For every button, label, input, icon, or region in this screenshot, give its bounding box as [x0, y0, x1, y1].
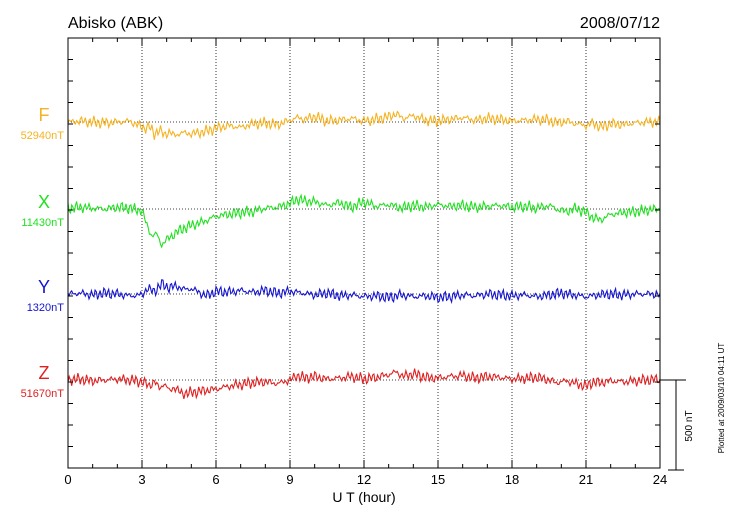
x-axis-label: U T (hour) — [332, 489, 395, 505]
series-line-x — [67, 193, 661, 249]
series-baseline-z: 51670nT — [21, 388, 65, 400]
scale-bar-label: 500 nT — [684, 410, 695, 441]
x-tick-label: 0 — [64, 472, 71, 487]
x-tick-label: 9 — [286, 472, 293, 487]
x-tick-label: 3 — [138, 472, 145, 487]
x-tick-label: 15 — [431, 472, 445, 487]
grid-layer — [68, 38, 660, 468]
x-tick-label: 18 — [505, 472, 519, 487]
axis-layer: 0 3 6 9 12 15 18 21 24 F 52940nT X 11430nT Y 1320nT Z 51… — [21, 38, 686, 487]
series-name-z: Z — [39, 363, 50, 383]
series-line-z — [67, 368, 661, 400]
series-baseline-x: 11430nT — [21, 217, 64, 229]
series-layer — [67, 110, 661, 400]
plot-frame — [67, 37, 661, 469]
x-tick-label: 21 — [579, 472, 593, 487]
chart-title: Abisko (ABK) — [68, 15, 163, 32]
x-tick-label: 12 — [357, 472, 371, 487]
series-line-y — [67, 279, 661, 305]
series-line-f — [67, 110, 661, 140]
chart-date: 2008/07/12 — [580, 15, 660, 32]
series-baseline-y: 1320nT — [27, 302, 65, 314]
series-name-y: Y — [38, 277, 50, 297]
x-tick-label: 24 — [653, 472, 667, 487]
x-tick-label: 6 — [212, 472, 219, 487]
series-baseline-f: 52940nT — [21, 130, 65, 142]
plot-timestamp: Plotted at 2009/03/10 04:11 UT — [717, 343, 726, 454]
series-name-x: X — [38, 192, 50, 212]
series-name-f: F — [39, 105, 50, 125]
